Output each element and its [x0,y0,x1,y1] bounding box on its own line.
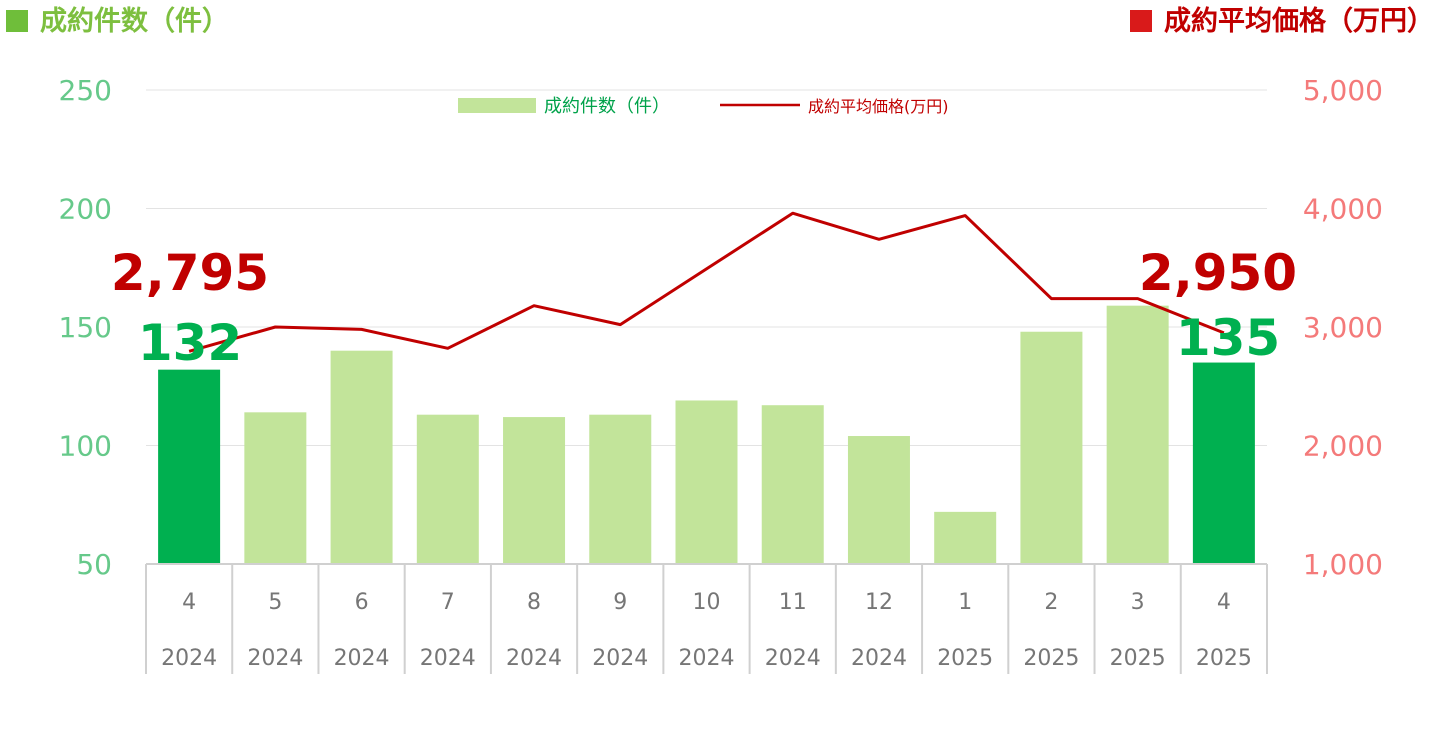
left-tick-label: 200 [59,193,112,226]
year-label: 2024 [851,646,907,671]
legend: 成約件数（件） 成約平均価格(万円) [458,96,949,117]
legend-bar-swatch [458,98,536,113]
month-label: 9 [613,590,627,615]
legend-line-label: 成約平均価格(万円) [808,97,949,116]
bar [847,436,910,564]
bar [1192,362,1255,564]
month-label: 5 [268,590,282,615]
year-label: 2025 [1023,646,1079,671]
year-label: 2024 [765,646,821,671]
year-label: 2024 [334,646,390,671]
month-label: 8 [527,590,541,615]
month-label: 4 [182,590,196,615]
month-label: 12 [865,590,893,615]
right-tick-label: 1,000 [1303,548,1383,581]
year-label: 2024 [420,646,476,671]
bar [934,511,997,564]
red-square-icon [1130,10,1152,32]
month-label: 3 [1131,590,1145,615]
bar [675,400,738,564]
month-label: 2 [1044,590,1058,615]
year-label: 2024 [161,646,217,671]
bar [244,412,307,564]
year-label: 2025 [1196,646,1252,671]
legend-bar-label: 成約件数（件） [544,96,670,117]
bar [330,350,393,564]
bar [503,417,566,564]
month-label: 11 [779,590,807,615]
first-price-annotation: 2,795 [111,244,269,302]
bar [416,414,479,564]
line-series [188,211,1225,353]
right-axis-header-label: 成約平均価格（万円） [1164,6,1434,37]
left-tick-label: 150 [59,311,112,344]
year-label: 2024 [506,646,562,671]
last-price-annotation: 2,950 [1139,244,1297,302]
month-label: 4 [1217,590,1231,615]
month-label: 1 [958,590,972,615]
last-count-annotation: 135 [1176,309,1280,367]
right-tick-label: 4,000 [1303,193,1383,226]
year-label: 2024 [679,646,735,671]
bar [761,405,824,564]
left-tick-label: 50 [76,548,112,581]
left-axis-header: 成約件数（件） [6,2,229,42]
month-label: 6 [355,590,369,615]
year-label: 2024 [592,646,648,671]
green-square-icon [6,10,28,32]
left-axis-header-label: 成約件数（件） [40,6,229,37]
year-label: 2025 [937,646,993,671]
bar [1020,331,1083,564]
left-tick-label: 250 [59,74,112,107]
year-label: 2024 [247,646,303,671]
month-label: 10 [693,590,721,615]
bar [158,369,221,564]
right-tick-label: 3,000 [1303,311,1383,344]
bar [589,414,652,564]
year-label: 2025 [1110,646,1166,671]
left-axis-ticks: 50 100 150 200 250 [59,74,112,581]
bar-series [158,305,1255,564]
right-axis-header: 成約平均価格（万円） [1130,2,1434,42]
right-tick-label: 2,000 [1303,430,1383,463]
price-line [188,211,1225,353]
month-label: 7 [441,590,455,615]
first-count-annotation: 132 [138,314,242,372]
x-axis: 4 2024 5 2024 6 2024 7 2024 8 2024 9 2024 10 2024 11 20… [145,563,1268,674]
left-tick-label: 100 [59,430,112,463]
right-axis-ticks: 1,000 2,000 3,000 4,000 5,000 [1303,74,1383,581]
right-tick-label: 5,000 [1303,74,1383,107]
bar [1106,305,1169,564]
